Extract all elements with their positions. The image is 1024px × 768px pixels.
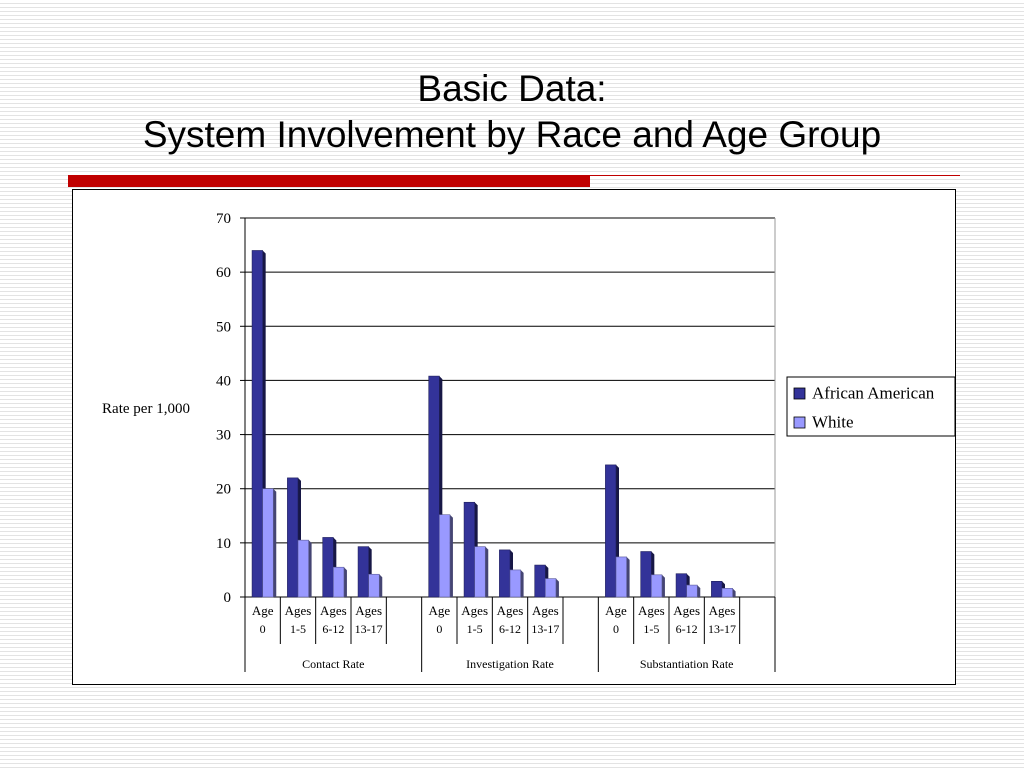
- bar-white: [474, 546, 486, 598]
- bar-white: [651, 574, 663, 598]
- x-category-label-line1: Ages: [355, 603, 382, 618]
- x-category-label-line2: 1-5: [467, 622, 483, 636]
- bar-african-american: [357, 546, 369, 598]
- bar-side-shade: [555, 578, 559, 597]
- x-group-label: Investigation Rate: [466, 657, 554, 671]
- bar-african-american: [605, 464, 617, 598]
- bar-african-american: [534, 564, 546, 598]
- bar-side-shade: [343, 567, 347, 597]
- bar-white: [721, 588, 733, 598]
- bar-side-shade: [379, 574, 383, 597]
- x-category-label-line2: 1-5: [290, 622, 306, 636]
- bar-african-american: [640, 551, 652, 598]
- bar-white: [297, 539, 309, 598]
- x-category-label-line1: Ages: [497, 603, 524, 618]
- bar-side-shade: [449, 514, 453, 597]
- slide-title: Basic Data: System Involvement by Race a…: [0, 66, 1024, 158]
- bar-white: [368, 573, 380, 598]
- x-category-label-line1: Ages: [285, 603, 312, 618]
- x-category-label-line1: Age: [252, 603, 274, 618]
- chart-frame: 0 10 20 30 40 50 60 70 Rate per 1,000 Age 0 Ages 1-5…: [72, 189, 956, 685]
- x-category-label-line2: 0: [260, 622, 266, 636]
- bar-african-american: [711, 580, 723, 598]
- x-category-label-line2: 0: [613, 622, 619, 636]
- bar-african-american: [428, 375, 440, 598]
- bar-african-american: [675, 573, 687, 598]
- x-category-label-line2: 0: [436, 622, 442, 636]
- legend-label: White: [812, 413, 854, 432]
- y-tick-label: 40: [216, 373, 231, 389]
- y-tick-label: 70: [216, 211, 231, 227]
- x-category-label-line1: Age: [605, 603, 627, 618]
- bar-side-shade: [273, 488, 277, 597]
- legend-swatch-african-american: [793, 387, 806, 400]
- bar-white: [262, 488, 274, 598]
- y-tick-label: 10: [216, 536, 231, 552]
- bar-side-shade: [661, 574, 665, 597]
- x-group-label: Contact Rate: [302, 657, 364, 671]
- bar-white: [333, 566, 345, 598]
- x-category-label-line1: Age: [428, 603, 450, 618]
- slide-title-line-1: Basic Data:: [417, 68, 607, 109]
- x-category-label-line1: Ages: [461, 603, 488, 618]
- x-category-label-line1: Ages: [638, 603, 665, 618]
- bar-side-shade: [308, 540, 312, 597]
- bar-white: [545, 578, 557, 598]
- x-category-label-line2: 6-12: [676, 622, 698, 636]
- x-category-label-line2: 13-17: [531, 622, 559, 636]
- legend-swatch-white: [793, 416, 806, 429]
- bar-african-american: [463, 501, 475, 598]
- x-category-label-line2: 13-17: [708, 622, 736, 636]
- bar-white: [509, 569, 521, 598]
- title-underline: [590, 175, 960, 176]
- y-axis-label: Rate per 1,000: [102, 401, 190, 417]
- bar-side-shade: [485, 546, 489, 597]
- bar-african-american: [251, 250, 263, 598]
- y-tick-label: 0: [224, 590, 232, 606]
- y-tick-label: 60: [216, 265, 231, 281]
- y-tick-label: 50: [216, 319, 231, 335]
- bar-african-american: [499, 549, 511, 598]
- x-category-label-line1: Ages: [709, 603, 736, 618]
- bar-white: [439, 514, 451, 598]
- title-accent-bar: [68, 175, 590, 187]
- bar-white: [615, 556, 627, 598]
- x-category-label-line1: Ages: [320, 603, 347, 618]
- y-tick-label: 30: [216, 428, 231, 444]
- bar-african-american: [287, 477, 299, 598]
- x-group-label: Substantiation Rate: [640, 657, 734, 671]
- legend-label: African American: [812, 384, 935, 403]
- bar-white: [686, 584, 698, 598]
- x-category-label-line2: 6-12: [322, 622, 344, 636]
- bar-side-shade: [697, 585, 701, 597]
- legend-box: [786, 376, 955, 437]
- x-category-label-line1: Ages: [532, 603, 559, 618]
- x-category-label-line2: 1-5: [643, 622, 659, 636]
- x-category-label-line2: 6-12: [499, 622, 521, 636]
- bar-african-american: [322, 537, 334, 598]
- y-tick-label: 20: [216, 482, 231, 498]
- x-category-label-line2: 13-17: [355, 622, 383, 636]
- slide-title-line-2: System Involvement by Race and Age Group: [142, 114, 882, 155]
- bar-side-shade: [732, 588, 736, 597]
- bar-side-shade: [520, 569, 524, 597]
- x-category-label-line1: Ages: [673, 603, 700, 618]
- bar-side-shade: [626, 556, 630, 597]
- bar-chart: 0 10 20 30 40 50 60 70 Rate per 1,000 Age 0 Ages 1-5…: [102, 211, 955, 672]
